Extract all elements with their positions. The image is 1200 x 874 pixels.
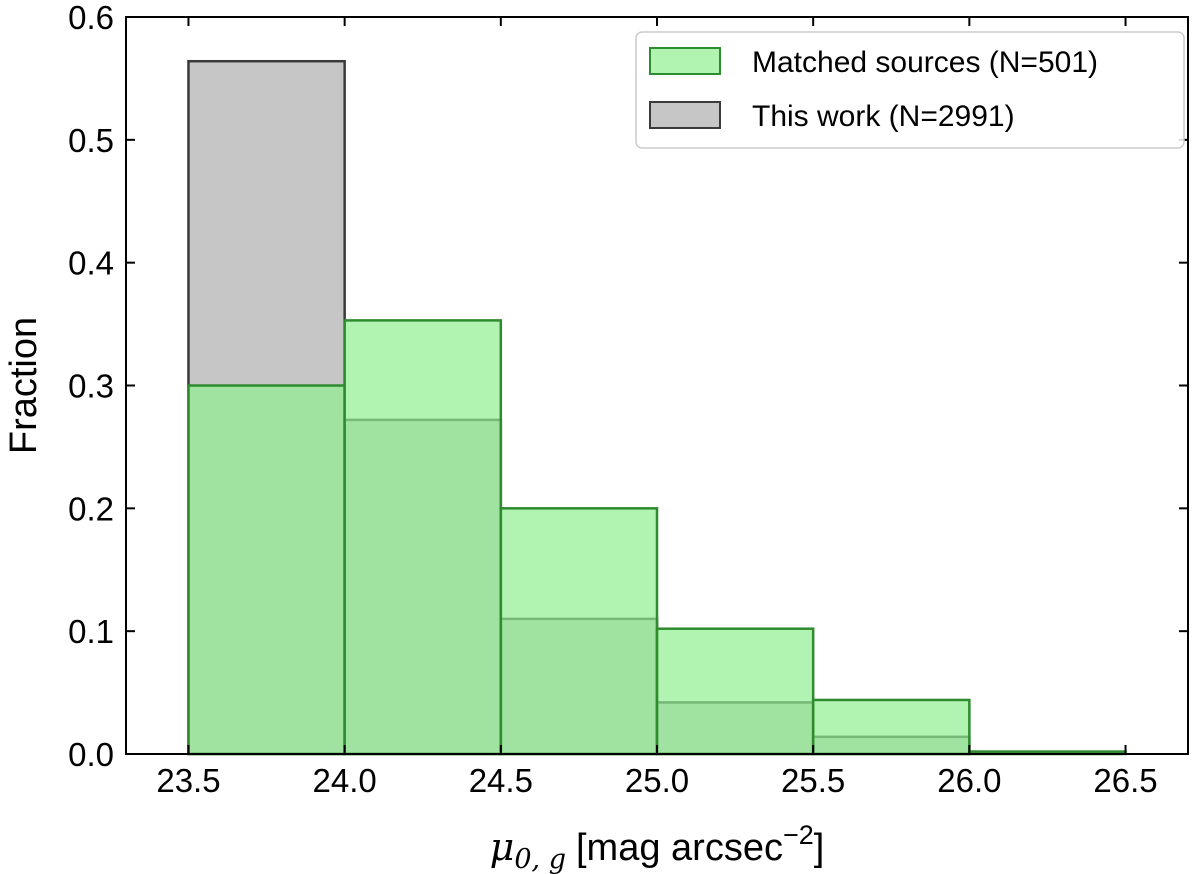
y-tick-label-6: 0.6: [68, 0, 114, 36]
ticks-layer: 23.5 24.0 24.5 25.0 25.5 26.0 26.5 0.0 0.1 0.2 0.3…: [68, 0, 1188, 799]
x-axis-label: μ0, g [mag arcsec−2]: [490, 820, 825, 874]
x-label-close: ]: [814, 827, 825, 869]
bar-matched-3: [655, 627, 815, 756]
y-tick-label-5: 0.5: [68, 122, 114, 159]
y-tick-label-2: 0.2: [68, 490, 114, 527]
x-tick-label-0: 23.5: [156, 762, 220, 799]
bar-matched-0: [187, 384, 346, 756]
legend-swatch-this-work: [649, 101, 721, 129]
y-tick-label-3: 0.3: [68, 368, 114, 405]
legend-label-this-work: This work (N=2991): [752, 100, 1015, 133]
y-tick-label-0: 0.0: [68, 736, 114, 773]
x-tick-label-3: 25.0: [625, 762, 689, 799]
legend: Matched sources (N=501) This work (N=299…: [635, 31, 1185, 149]
x-tick-label-4: 25.5: [781, 762, 845, 799]
y-axis-label: Fraction: [3, 317, 45, 454]
x-tick-label-1: 24.0: [313, 762, 377, 799]
y-tick-label-4: 0.4: [68, 245, 114, 282]
y-tick-label-1: 0.1: [68, 613, 114, 650]
bar-matched-4: [811, 698, 971, 756]
x-label-symbol: μ: [490, 825, 515, 869]
x-tick-label-5: 26.0: [937, 762, 1001, 799]
x-tick-label-2: 24.5: [469, 762, 533, 799]
bar-matched-1: [343, 319, 503, 756]
legend-label-matched: Matched sources (N=501): [752, 46, 1098, 79]
legend-box: [635, 31, 1185, 149]
legend-swatch-matched: [649, 47, 721, 75]
x-label-exponent: −2: [783, 820, 814, 850]
bars-layer: [187, 59, 1127, 756]
x-label-unit: [mag arcsec: [576, 827, 783, 869]
x-label-subscript: 0, g: [514, 844, 566, 874]
bar-matched-2: [499, 507, 659, 756]
x-tick-label-6: 26.5: [1093, 762, 1157, 799]
